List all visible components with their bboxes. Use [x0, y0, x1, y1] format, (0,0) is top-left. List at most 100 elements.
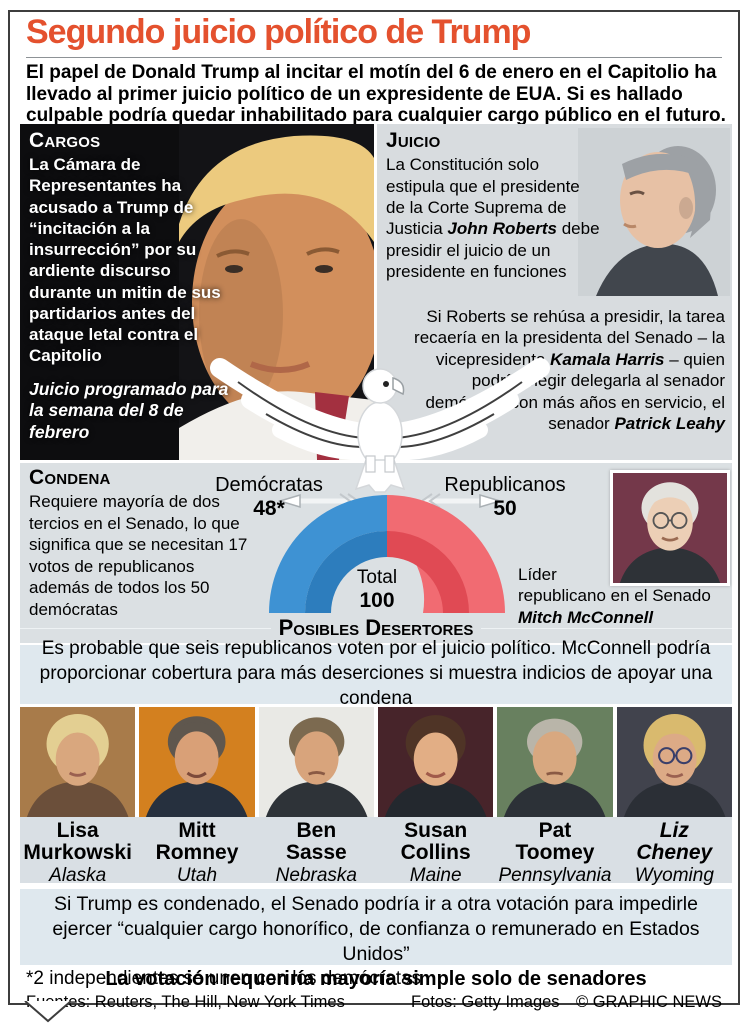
condena-section: Condena Requiere mayoría de dos tercios …: [20, 463, 732, 643]
last-name: Sasse: [285, 841, 347, 865]
name-romney: Mitt Romney Utah: [139, 817, 254, 886]
john-roberts-name: John Roberts: [447, 219, 557, 239]
name-murkowski: Lisa Murkowski Alaska: [20, 817, 135, 886]
photo-credit-text: Fotos: Getty Images: [411, 993, 560, 1011]
photo-cheney: [616, 707, 732, 817]
sources-text: Fuentes: Reuters, The Hill, New York Tim…: [26, 993, 345, 1011]
cargos-schedule: Juicio programado para la semana del 8 d…: [29, 378, 229, 443]
photo-murkowski: [20, 707, 136, 817]
senator-name: Mitt Romney: [139, 819, 254, 865]
senator-photo-row: [20, 707, 732, 817]
senator-name: Susan Collins: [378, 819, 493, 865]
cargos-panel: Cargos La Cámara de Representantes ha ac…: [20, 124, 374, 460]
consequence-text: Si Trump es condenado, el Senado podría …: [52, 893, 700, 965]
title-divider: [26, 57, 722, 58]
infographic-frame: Segundo juicio político de Trump El pape…: [8, 10, 740, 1011]
first-name: Pat: [538, 819, 572, 842]
mcconnell-caption: Líder republicano en el Senado Mitch McC…: [518, 564, 738, 628]
consequence-bold-text: La votación requeriría mayoría simple so…: [105, 967, 647, 990]
patrick-leahy-name: Patrick Leahy: [614, 414, 725, 434]
name-toomey: Pat Toomey Pennsylvania: [497, 817, 612, 886]
republicans-label: Republicanos 50: [420, 474, 590, 521]
republicans-label-text: Republicanos: [444, 474, 566, 496]
senator-name: Ben Sasse: [259, 819, 374, 865]
name-sasse: Ben Sasse Nebraska: [259, 817, 374, 886]
cargos-body: La Cámara de Representantes ha acusado a…: [29, 155, 221, 366]
conviction-consequence-box: Si Trump es condenado, el Senado podría …: [20, 889, 732, 990]
sasse-portrait-illustration: [265, 717, 368, 817]
total-label-text: Total: [356, 567, 398, 588]
desertores-intro-box: Es probable que seis republicanos voten …: [20, 638, 732, 709]
mcconnell-name: Mitch McConnell: [518, 607, 654, 627]
first-name: Liz: [659, 819, 689, 842]
first-name: Mitt: [178, 819, 216, 842]
bubble-tail-icon: [24, 1001, 72, 1023]
arrows-right-icon: [422, 493, 502, 509]
first-name: Ben: [296, 819, 337, 842]
mcconnell-photo: [610, 470, 730, 586]
kamala-harris-name: Kamala Harris: [550, 349, 665, 369]
senator-name: Pat Toomey: [497, 819, 612, 865]
condena-header: Condena: [29, 466, 111, 489]
last-name: Toomey: [515, 841, 595, 865]
cargos-text: Cargos La Cámara de Representantes ha ac…: [29, 129, 231, 444]
mcconnell-caption-line2: republicano en el Senado: [518, 586, 711, 606]
juicio-text: Juicio La Constitución solo estipula que…: [386, 129, 601, 283]
roberts-photo: [578, 128, 730, 296]
photo-collins: [377, 707, 494, 817]
senator-state: Pennsylvania: [498, 865, 612, 887]
gauge-dem-outer: [269, 495, 387, 613]
toomey-portrait-illustration: [504, 718, 606, 817]
juicio-paragraph-2: Si Roberts se rehúsa a presidir, la tare…: [389, 306, 725, 434]
democrats-label: Demócratas 48*: [188, 474, 350, 521]
cheney-portrait-illustration: [623, 713, 726, 817]
romney-portrait-illustration: [146, 716, 248, 817]
footnote: *2 independientes se unen con los demócr…: [26, 968, 422, 989]
cargos-header: Cargos: [29, 129, 101, 152]
desertores-intro-text: Es probable que seis republicanos voten …: [39, 638, 713, 709]
senator-name: Liz Cheney: [617, 819, 732, 865]
photo-sasse: [258, 707, 374, 817]
senator-state: Utah: [176, 865, 218, 887]
senator-state: Wyoming: [634, 865, 714, 887]
intro-paragraph: El papel de Donald Trump al incitar el m…: [26, 62, 726, 127]
senator-name: Lisa Murkowski: [20, 819, 135, 865]
name-collins: Susan Collins Maine: [378, 817, 493, 886]
sources-row: Fuentes: Reuters, The Hill, New York Tim…: [26, 993, 722, 1012]
democrats-label-text: Demócratas: [215, 474, 323, 496]
header-rule-left: [20, 627, 271, 629]
juicio-panel: Juicio La Constitución solo estipula que…: [377, 124, 732, 460]
page-title: Segundo juicio político de Trump: [26, 13, 531, 51]
senate-gauge-chart: [269, 495, 505, 613]
juicio-p1-text-after: debe presidir el juicio de un presidente…: [386, 219, 600, 282]
senator-names-strip: Lisa Murkowski Alaska Mitt Romney Utah Ben…: [20, 817, 732, 886]
juicio-p1-text: La Constitución solo estipula que el pre…: [386, 155, 580, 239]
gauge-rep-outer: [387, 495, 505, 613]
mcconnell-portrait-illustration: [613, 473, 727, 583]
senator-state: Maine: [409, 865, 462, 887]
last-name: Murkowski: [23, 841, 132, 865]
juicio-paragraph-1: La Constitución solo estipula que el pre…: [386, 154, 601, 282]
condena-body: Requiere mayoría de dos tercios en el Se…: [29, 492, 248, 619]
photo-romney: [139, 707, 255, 817]
condena-text: Condena Requiere mayoría de dos tercios …: [29, 466, 259, 621]
last-name: Romney: [155, 841, 239, 865]
last-name: Collins: [400, 841, 471, 865]
democrats-value: 48*: [253, 497, 285, 520]
senator-state: Nebraska: [275, 865, 357, 887]
collins-portrait-illustration: [384, 715, 487, 817]
total-label: Total 100: [297, 567, 457, 613]
first-name: Lisa: [56, 819, 99, 842]
last-name: Cheney: [636, 841, 713, 865]
mcconnell-caption-line1: Líder: [518, 565, 557, 584]
gauge-rep-inner: [387, 531, 469, 613]
gauge-dem-inner: [305, 531, 387, 613]
senator-state: Alaska: [49, 865, 107, 887]
posibles-desertores-header: Posibles Desertores: [278, 615, 474, 640]
roberts-portrait-illustration: [578, 128, 730, 296]
first-name: Susan: [404, 819, 468, 842]
murkowski-portrait-illustration: [26, 713, 129, 817]
photo-toomey: [497, 707, 613, 817]
name-cheney: Liz Cheney Wyoming: [617, 817, 732, 886]
